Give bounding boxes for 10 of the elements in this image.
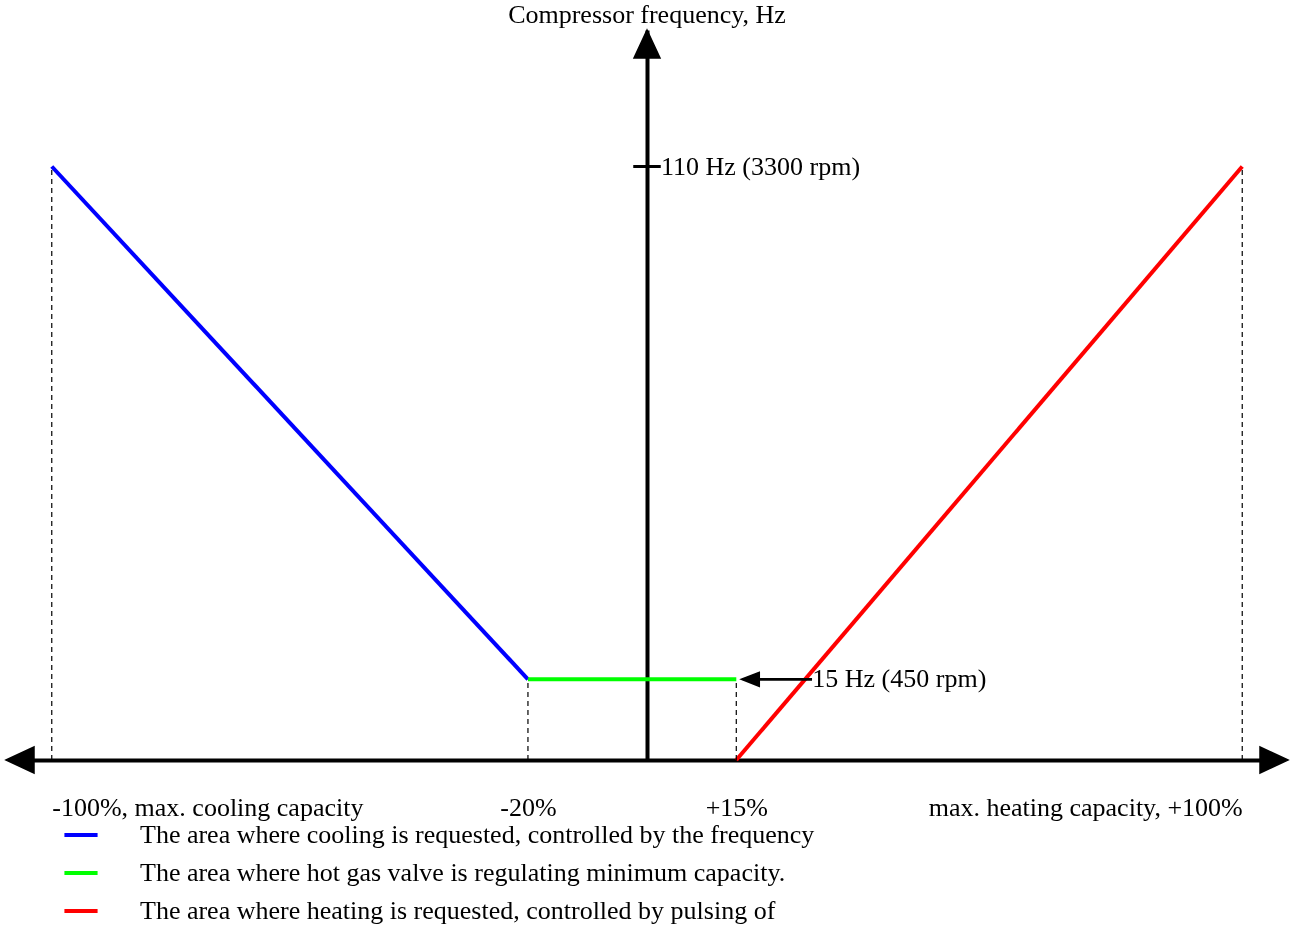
- legend-label: The area where cooling is requested, controlled by the frequency: [140, 820, 815, 849]
- legend-label: The area where hot gas valve is regulating minimum capacity.: [140, 858, 786, 887]
- x-tick-label: max. heating capacity, +100%: [928, 792, 1243, 822]
- chart-title: Compressor frequency, Hz: [508, 0, 786, 29]
- x-tick-label: +15%: [705, 792, 768, 822]
- x-tick-label: -100%, max. cooling capacity: [52, 792, 364, 822]
- annotation: 15 Hz (450 rpm): [812, 664, 987, 694]
- legend-label: The area where heating is requested, controlled by pulsing of: [140, 896, 776, 925]
- annotation: 110 Hz (3300 rpm): [661, 151, 861, 181]
- x-tick-label: -20%: [500, 792, 557, 822]
